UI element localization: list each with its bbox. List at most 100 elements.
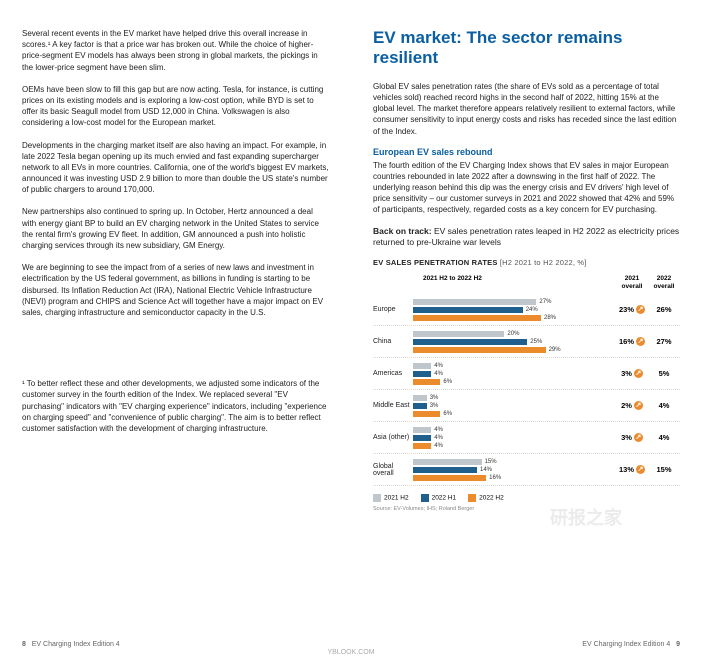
overall-2022: 27% — [648, 337, 680, 346]
overall-2021: 3% ↗ — [616, 369, 648, 378]
chart-row: Global overall15%14%16%13% ↗15% — [373, 454, 680, 486]
bar — [413, 339, 527, 345]
trend-arrow-icon: ↗ — [636, 465, 645, 474]
left-page: Several recent events in the EV market h… — [0, 0, 351, 660]
chart-row: Americas4%4%6%3% ↗5% — [373, 358, 680, 390]
bar-group: 4% 4% 4% — [413, 425, 573, 450]
bar-value: 29% — [549, 347, 561, 353]
legend-swatch — [373, 494, 381, 502]
chart-headline-bold: Back on track: — [373, 226, 432, 236]
bar-value: 4% — [434, 363, 443, 369]
left-footer: 8 EV Charging Index Edition 4 — [22, 641, 120, 648]
period-label: 2021 H2 to 2022 H2 — [423, 275, 482, 291]
right-footer-text: EV Charging Index Edition 4 — [582, 641, 670, 648]
col-2021: 2021 overall — [616, 275, 648, 291]
bar-group: 4%4%6% — [413, 361, 573, 386]
bar-value: 24% — [526, 307, 538, 313]
bar — [413, 467, 477, 473]
bar — [413, 331, 504, 337]
bar — [413, 371, 431, 377]
bar — [413, 363, 431, 369]
chart-title-main: EV SALES PENETRATION RATES — [373, 258, 498, 267]
bar-group: 15%14%16% — [413, 457, 573, 482]
legend-swatch — [468, 494, 476, 502]
overall-2021: 13% ↗ — [616, 465, 648, 474]
bar — [413, 395, 427, 401]
bar — [413, 315, 541, 321]
trend-arrow-icon: ↗ — [636, 305, 645, 314]
left-footer-text: EV Charging Index Edition 4 — [32, 641, 120, 648]
chart-source: Source: EV-Volumes; IHS; Roland Berger — [373, 506, 680, 512]
legend-item: 2022 H2 — [468, 494, 504, 502]
overall-2021: 2% ↗ — [616, 401, 648, 410]
para-2: OEMs have been slow to fill this gap but… — [22, 84, 329, 129]
intro-para: Global EV sales penetration rates (the s… — [373, 81, 680, 137]
chart-row: Europe27%24%28%23% ↗26% — [373, 294, 680, 326]
bar-value: 4% — [434, 427, 443, 433]
bar-value: 16% — [489, 475, 501, 481]
overall-2022: 5% — [648, 369, 680, 378]
bar-value: 6% — [443, 379, 452, 385]
para-1: Several recent events in the EV market h… — [22, 28, 329, 73]
right-footer: EV Charging Index Edition 4 9 — [582, 641, 680, 648]
bar — [413, 299, 536, 305]
overall-2021: 3% ↗ — [616, 433, 648, 442]
bar-value: 4% — [434, 435, 443, 441]
para-4: New partnerships also continued to sprin… — [22, 206, 329, 251]
chart-header: 2021 H2 to 2022 H2 2021 overall 2022 ove… — [373, 275, 680, 291]
main-heading: EV market: The sector remains resilient — [373, 28, 680, 69]
row-label: Asia (other) — [373, 434, 413, 441]
bar-group: 27%24%28% — [413, 297, 573, 322]
penetration-chart: 2021 H2 to 2022 H2 2021 overall 2022 ove… — [373, 275, 680, 513]
bar — [413, 307, 523, 313]
row-label: Global overall — [373, 463, 413, 477]
bar-group: 3% 3% 6% — [413, 393, 573, 418]
legend-item: 2022 H1 — [421, 494, 457, 502]
bar-value: 28% — [544, 315, 556, 321]
bar — [413, 459, 482, 465]
footnote: ¹ To better reflect these and other deve… — [22, 378, 329, 434]
left-page-number: 8 — [22, 641, 26, 648]
bar-value: 25% — [530, 339, 542, 345]
bar — [413, 403, 427, 409]
row-label: Middle East — [373, 402, 413, 409]
overall-2022: 4% — [648, 401, 680, 410]
chart-row: Asia (other)4%4%4%3% ↗4% — [373, 422, 680, 454]
bar-value: 3% — [430, 395, 439, 401]
overall-2021: 23% ↗ — [616, 305, 648, 314]
bar-value: 3% — [430, 403, 439, 409]
right-page-number: 9 — [676, 641, 680, 648]
bar-value: 4% — [434, 443, 443, 449]
chart-legend: 2021 H2 2022 H1 2022 H2 — [373, 494, 680, 502]
bar — [413, 411, 440, 417]
bar — [413, 379, 440, 385]
bottom-mark: YBLOOK.COM — [327, 649, 374, 656]
overall-2022: 26% — [648, 305, 680, 314]
overall-2021: 16% ↗ — [616, 337, 648, 346]
bar-value: 6% — [443, 411, 452, 417]
trend-arrow-icon: ↗ — [636, 337, 645, 346]
subheading: European EV sales rebound — [373, 147, 680, 157]
bar — [413, 347, 546, 353]
bar — [413, 443, 431, 449]
chart-headline: Back on track: EV sales penetration rate… — [373, 226, 680, 248]
chart-title: EV SALES PENETRATION RATES [H2 2021 to H… — [373, 258, 680, 267]
bar — [413, 427, 431, 433]
para-5: We are beginning to see the impact from … — [22, 262, 329, 318]
chart-row: Middle East 3% 3% 6% 2% ↗4% — [373, 390, 680, 422]
bar-group: 20% 25% 29% — [413, 329, 573, 354]
trend-arrow-icon: ↗ — [634, 433, 643, 442]
row-label: Europe — [373, 306, 413, 313]
sub-para: The fourth edition of the EV Charging In… — [373, 160, 680, 216]
row-label: China — [373, 338, 413, 345]
chart-title-sub: [H2 2021 to H2 2022, %] — [500, 258, 587, 267]
bar-value: 20% — [507, 331, 519, 337]
col-2022: 2022 overall — [648, 275, 680, 291]
right-page: EV market: The sector remains resilient … — [351, 0, 702, 660]
bar-value: 14% — [480, 467, 492, 473]
legend-item: 2021 H2 — [373, 494, 409, 502]
bar-value: 4% — [434, 371, 443, 377]
row-label: Americas — [373, 370, 413, 377]
bar — [413, 475, 486, 481]
overall-2022: 4% — [648, 433, 680, 442]
